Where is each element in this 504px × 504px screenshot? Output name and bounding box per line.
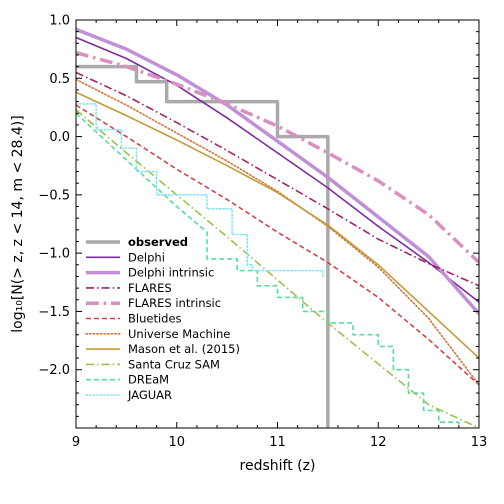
y-tick-label: −2.0 bbox=[38, 363, 70, 378]
legend-label: FLARES intrinsic bbox=[128, 296, 221, 310]
y-tick-label: 1.0 bbox=[49, 14, 70, 29]
legend-label: Universe Machine bbox=[128, 327, 230, 341]
y-tick-label: 0.0 bbox=[49, 130, 70, 145]
series-line-bluetides bbox=[76, 104, 479, 386]
legend-entry-delphi-intrinsic: Delphi intrinsic bbox=[86, 266, 214, 280]
legend-label: DREaM bbox=[128, 373, 169, 387]
series-line-mason-et-al-2015 bbox=[76, 91, 479, 359]
y-tick-label: 0.5 bbox=[49, 72, 70, 87]
series-line-universe-machine bbox=[76, 78, 479, 386]
series-line-delphi-intrinsic bbox=[76, 27, 479, 315]
ticks-layer bbox=[75, 19, 480, 428]
legend-entry-dream: DREaM bbox=[86, 373, 169, 387]
y-tick-label: −0.5 bbox=[38, 188, 70, 203]
legend-label: Bluetides bbox=[128, 312, 182, 326]
x-axis-label: redshift (z) bbox=[240, 458, 316, 474]
legend-label: JAGUAR bbox=[127, 388, 172, 402]
legend-label: FLARES bbox=[128, 281, 172, 295]
legend-entry-universe-machine: Universe Machine bbox=[85, 327, 230, 341]
series-line-flares-intrinsic bbox=[76, 50, 479, 264]
y-tick-label: −1.0 bbox=[38, 247, 70, 262]
legend-entry-flares-intrinsic: FLARES intrinsic bbox=[86, 296, 221, 310]
series-line-delphi bbox=[76, 36, 479, 303]
legend-entry-observed: observed bbox=[86, 235, 188, 249]
legend-label: Mason et al. (2015) bbox=[128, 342, 240, 356]
legend-label: Delphi intrinsic bbox=[128, 266, 214, 280]
legend-entry-bluetides: Bluetides bbox=[86, 312, 182, 326]
x-tick-label: 10 bbox=[168, 435, 185, 450]
legend-label: Santa Cruz SAM bbox=[128, 357, 220, 371]
x-tick-label: 13 bbox=[471, 435, 488, 450]
legend-entry-jaguar: JAGUAR bbox=[85, 388, 172, 402]
legend-entry-mason-et-al-2015: Mason et al. (2015) bbox=[86, 342, 240, 356]
tick-labels-layer: 9 10 11 12 13 1.0 0.5 0.0 −0.5 −1.0 −1.5 −2.0 bbox=[38, 14, 487, 451]
legend-entry-flares: FLARES bbox=[86, 281, 172, 295]
series-line-flares bbox=[76, 71, 479, 287]
y-axis-label: log₁₀[N(> z, z < 14, m < 28.4)] bbox=[10, 115, 26, 332]
series-line-jaguar bbox=[76, 103, 324, 278]
series-layer bbox=[76, 27, 479, 428]
legend-entry-santa-cruz-sam: Santa Cruz SAM bbox=[86, 357, 220, 371]
series-line-observed bbox=[76, 64, 330, 428]
legend-entry-delphi: Delphi bbox=[86, 250, 165, 264]
x-tick-label: 12 bbox=[370, 435, 387, 450]
series-line-santa-cruz-sam bbox=[76, 109, 479, 428]
legend-label: observed bbox=[128, 235, 188, 249]
x-tick-label: 11 bbox=[269, 435, 286, 450]
legend-label: Delphi bbox=[128, 250, 165, 264]
x-tick-label: 9 bbox=[72, 435, 80, 450]
series-line-dream bbox=[76, 112, 460, 428]
y-tick-label: −1.5 bbox=[38, 305, 70, 320]
